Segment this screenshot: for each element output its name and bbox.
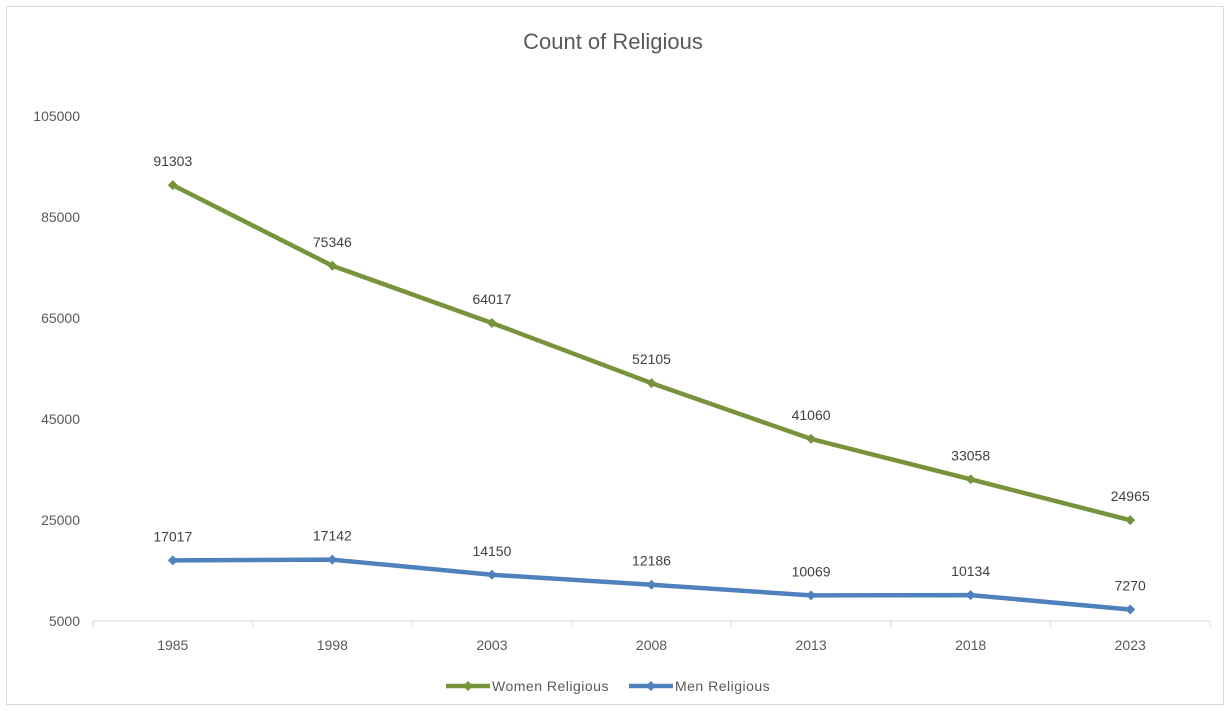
- y-tick-label: 45000: [41, 411, 80, 427]
- x-tick-label: 2008: [636, 637, 667, 653]
- data-point-marker: [327, 260, 338, 271]
- y-tick-label: 25000: [41, 512, 80, 528]
- y-tick-label: 105000: [33, 108, 80, 124]
- x-tick-label: 2013: [795, 637, 826, 653]
- data-label: 10134: [951, 563, 990, 579]
- data-label: 41060: [792, 407, 831, 423]
- series-women-religious: 91303 75346 64017 52105 41060 33058 24965: [153, 153, 1150, 526]
- data-point-marker: [806, 433, 817, 444]
- x-tick-label: 1985: [157, 637, 188, 653]
- data-point-marker: [167, 555, 178, 566]
- data-point-marker: [486, 317, 497, 328]
- legend-swatch-marker: [463, 681, 473, 691]
- data-label: 33058: [951, 447, 990, 463]
- data-label: 91303: [153, 153, 192, 169]
- data-point-marker: [646, 579, 657, 590]
- data-label: 75346: [313, 234, 352, 250]
- data-point-marker: [806, 590, 817, 601]
- x-tick-label: 2003: [476, 637, 507, 653]
- y-tick-label: 65000: [41, 310, 80, 326]
- chart-frame: [6, 6, 1224, 705]
- x-tick-label: 1998: [317, 637, 348, 653]
- x-axis: 1985 1998 2003 2008 2013 2018 2023: [92, 620, 1211, 653]
- data-point-marker: [1125, 515, 1136, 526]
- data-point-marker: [1125, 604, 1136, 615]
- legend-item: Women Religious: [446, 678, 609, 694]
- y-tick-label: 5000: [49, 613, 80, 629]
- series-layer: 91303 75346 64017 52105 41060 33058 24965 17017…: [153, 153, 1150, 615]
- x-tick-label: 2018: [955, 637, 986, 653]
- data-point-marker: [486, 569, 497, 580]
- data-label: 52105: [632, 351, 671, 367]
- legend: Women Religious Men Religious: [446, 678, 770, 694]
- data-point-marker: [167, 180, 178, 191]
- data-point-marker: [965, 474, 976, 485]
- data-label: 7270: [1115, 578, 1146, 594]
- data-label: 24965: [1111, 488, 1150, 504]
- y-tick-label: 85000: [41, 209, 80, 225]
- data-label: 17017: [153, 528, 192, 544]
- data-label: 12186: [632, 553, 671, 569]
- data-label: 17142: [313, 528, 352, 544]
- y-axis: 5000 25000 45000 65000 85000 105000: [33, 108, 80, 629]
- series-men-religious: 17017 17142 14150 12186 10069 10134 7270: [153, 528, 1146, 615]
- data-point-marker: [327, 554, 338, 565]
- legend-label: Women Religious: [492, 678, 609, 694]
- chart-title: Count of Religious: [523, 29, 703, 54]
- data-point-marker: [965, 590, 976, 601]
- legend-swatch-marker: [645, 681, 656, 691]
- data-label: 64017: [472, 291, 511, 307]
- legend-item: Men Religious: [628, 678, 770, 694]
- data-label: 10069: [792, 563, 831, 579]
- legend-label: Men Religious: [675, 678, 770, 694]
- data-label: 14150: [472, 543, 511, 559]
- data-point-marker: [646, 378, 657, 389]
- x-tick-label: 2023: [1115, 637, 1146, 653]
